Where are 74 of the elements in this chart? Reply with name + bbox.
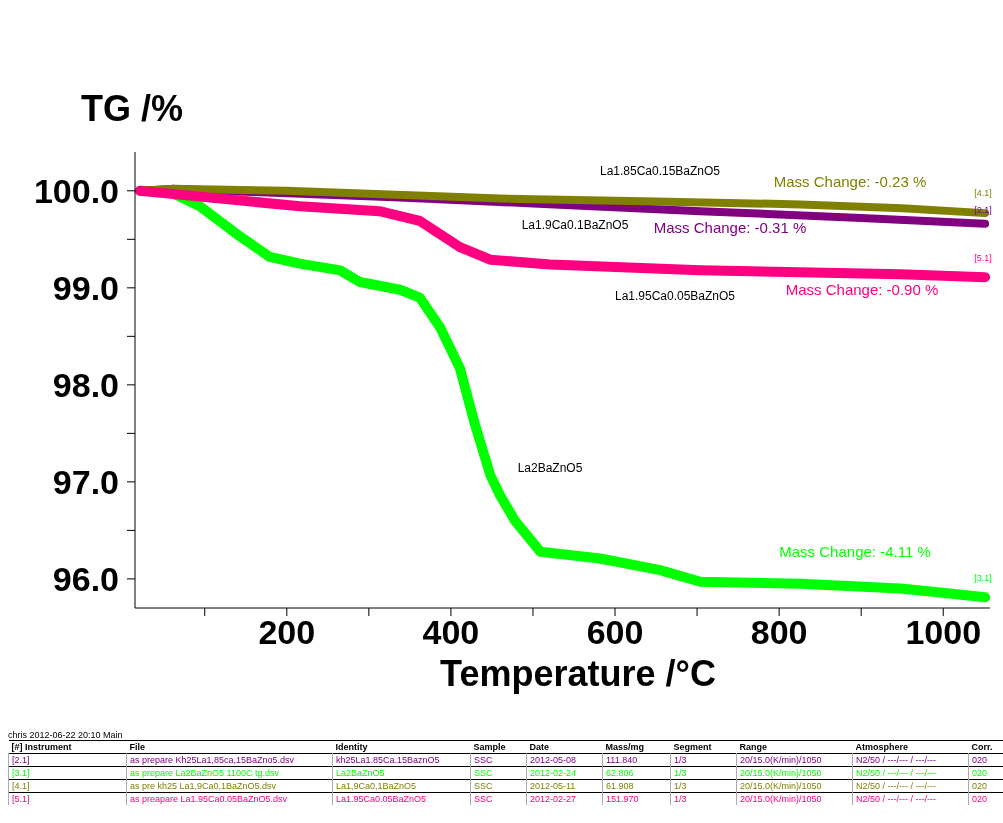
text: 61.908 xyxy=(602,779,671,793)
text: Atmosphere xyxy=(854,741,909,754)
y-tick-label: 96.0 xyxy=(52,559,119,598)
y-axis-title: TG /% xyxy=(81,88,184,130)
text: File xyxy=(128,741,146,754)
text: Segment xyxy=(672,741,713,754)
text: Range xyxy=(738,741,768,754)
text: kh25La1.85Ca.15BaznO5 xyxy=(332,753,471,767)
x-tick-label: 600 xyxy=(586,613,644,651)
x-tick-label: 1000 xyxy=(905,613,982,651)
annotation: La1.95Ca0.05BaZnO5 xyxy=(614,289,736,303)
text: 2012-02-24 xyxy=(526,766,603,780)
text: Identity xyxy=(334,741,369,754)
annotation: Mass Change: -4.11 % xyxy=(779,542,931,560)
text: 1/3 xyxy=(670,753,737,767)
text: N2/50 / ---/--- / ---/--- xyxy=(852,753,969,767)
annotation: [3.1] xyxy=(974,573,992,583)
y-tick-label: 100.0 xyxy=(33,171,119,210)
text: as preapare La1.95Ca0.05BaZnO5.dsv xyxy=(126,792,333,805)
text: 2012-02-27 xyxy=(526,792,603,805)
text: N2/50 / ---/--- / ---/--- xyxy=(852,792,969,805)
text: Mass/mg xyxy=(604,741,645,754)
text: as prepare La2BaZnO5 1100C tg.dsv xyxy=(126,766,333,780)
y-tick-label: 99.0 xyxy=(52,268,119,307)
text: [5.1] xyxy=(8,792,127,805)
x-axis-title: Temperature /°C xyxy=(439,653,717,695)
text: chris 2012-06-22 20:10 Main xyxy=(8,730,124,740)
text: [#] Instrument xyxy=(10,741,73,754)
text: N2/50 / ---/--- / ---/--- xyxy=(852,766,969,780)
text: 2012-05-11 xyxy=(526,779,603,793)
text: as prepare Kh25La1,85ca,15BaZno5.dsv xyxy=(126,753,333,767)
annotation: Mass Change: -0.31 % xyxy=(653,218,807,236)
annotation: [5.1] xyxy=(974,253,992,263)
text: N2/50 / ---/--- / ---/--- xyxy=(852,779,969,793)
text: 2012-05-08 xyxy=(526,753,603,767)
text: SSC xyxy=(470,792,527,805)
text: 20/15.0(K/min)/1050 xyxy=(736,753,853,767)
text: 020 xyxy=(968,766,1003,780)
text: Corr. xyxy=(970,741,994,754)
text: 20/15.0(K/min)/1050 xyxy=(736,766,853,780)
text: [2.1] xyxy=(8,753,127,767)
text: 020 xyxy=(968,779,1003,793)
text: [4.1] xyxy=(8,779,127,793)
x-tick-label: 800 xyxy=(750,613,808,651)
annotation: La2BaZnO5 xyxy=(517,461,583,475)
text: 020 xyxy=(968,753,1003,767)
text: 151.970 xyxy=(602,792,671,805)
x-tick-label: 400 xyxy=(422,613,480,651)
annotation: Mass Change: -0.23 % xyxy=(773,172,927,190)
text: La1,9Ca0,1BaZnO5 xyxy=(332,779,471,793)
text: La2BaZnO5 xyxy=(332,766,471,780)
text: Date xyxy=(528,741,550,754)
text: 20/15.0(K/min)/1050 xyxy=(736,792,853,805)
text: [3.1] xyxy=(8,766,127,780)
text: SSC xyxy=(470,753,527,767)
text: as pre kh25 La1,9Ca0,1BaZnO5.dsv xyxy=(126,779,333,793)
text: 1/3 xyxy=(670,779,737,793)
x-tick-label: 200 xyxy=(258,613,316,651)
text: Sample xyxy=(472,741,507,754)
text: 1/3 xyxy=(670,792,737,805)
y-tick-label: 98.0 xyxy=(52,365,119,404)
text: 111.840 xyxy=(602,753,671,767)
y-tick-label: 97.0 xyxy=(52,462,119,501)
annotation: Mass Change: -0.90 % xyxy=(785,280,939,298)
annotation: La1.85Ca0.15BaZnO5 xyxy=(599,164,721,178)
text: La1.95Ca0.05BaZnO5 xyxy=(332,792,471,805)
annotation: La1.9Ca0.1BaZnO5 xyxy=(521,218,629,232)
text: 20/15.0(K/min)/1050 xyxy=(736,779,853,793)
text: 62.806 xyxy=(602,766,671,780)
text: 020 xyxy=(968,792,1003,805)
text: 1/3 xyxy=(670,766,737,780)
text: SSC xyxy=(470,779,527,793)
text: SSC xyxy=(470,766,527,780)
annotation: [4.1] xyxy=(974,188,992,198)
